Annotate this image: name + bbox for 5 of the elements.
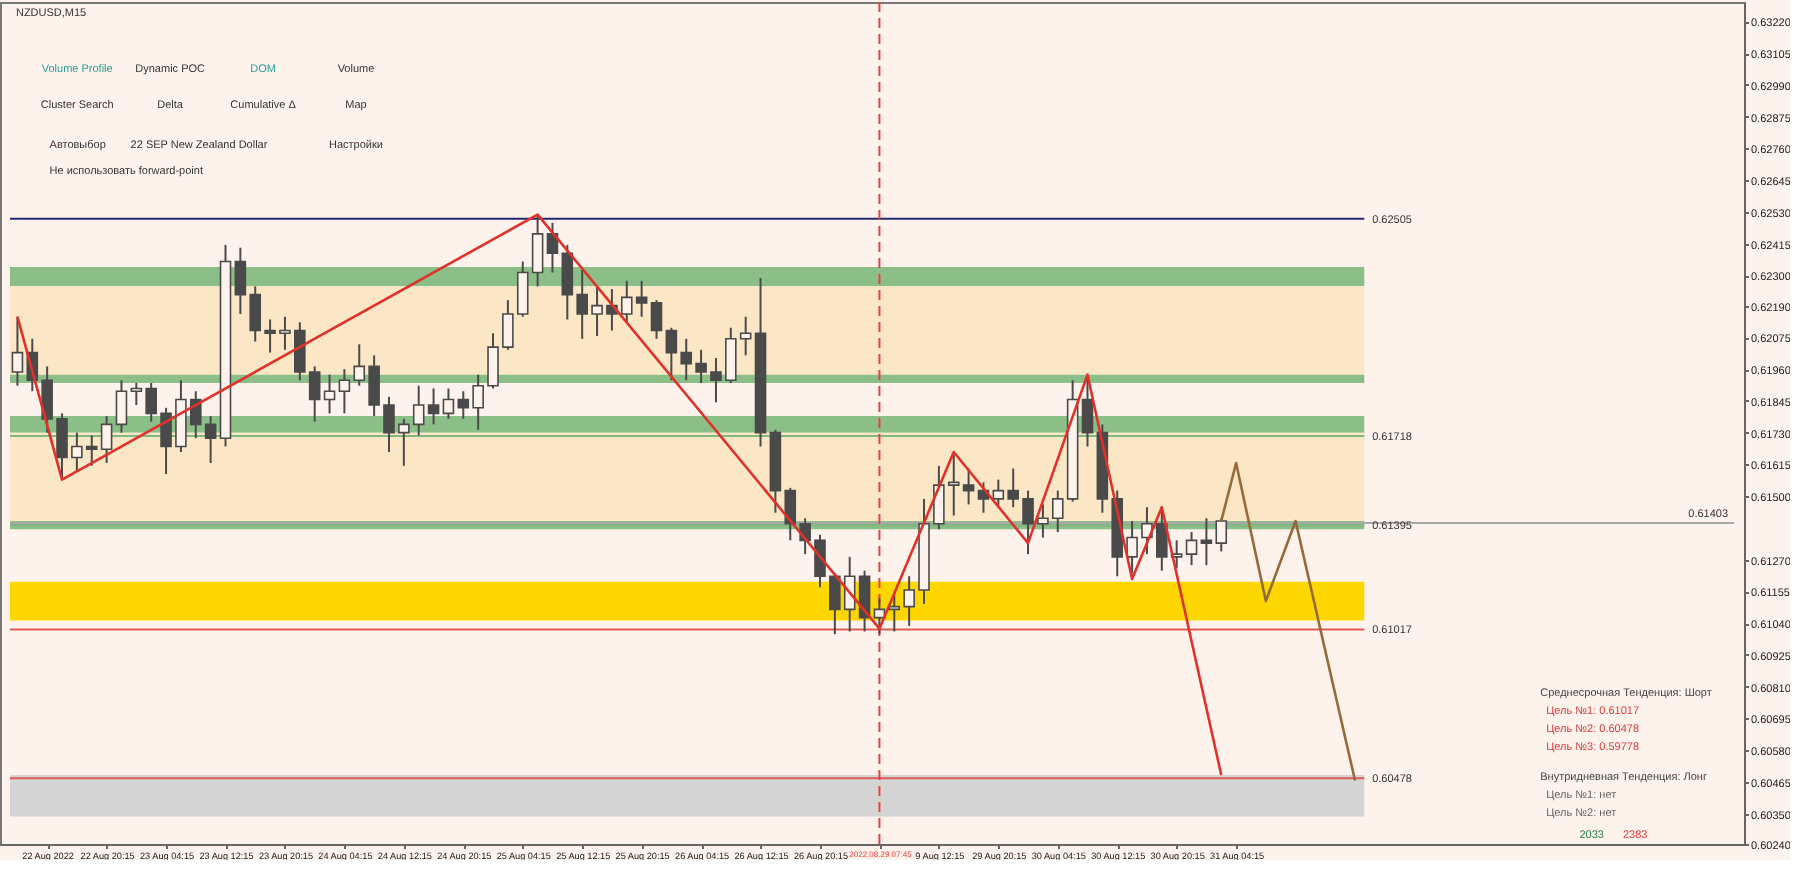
candlestick	[1185, 531, 1198, 567]
candlestick	[115, 379, 128, 434]
line-series	[16, 213, 1223, 777]
candlestick	[323, 373, 336, 415]
candlestick	[650, 299, 663, 340]
